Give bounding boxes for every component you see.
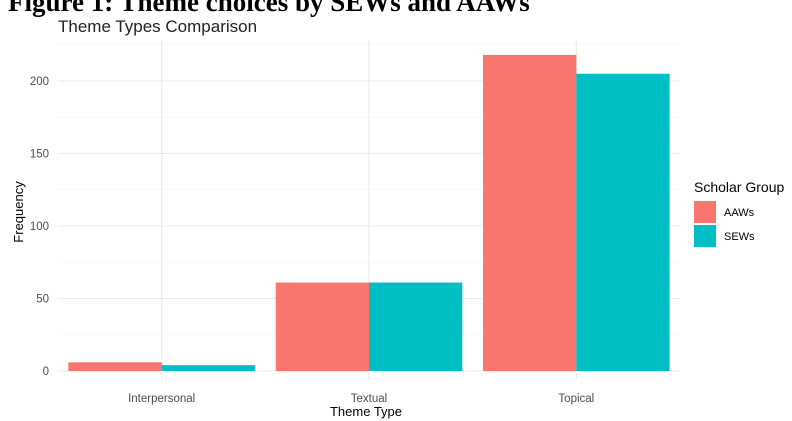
x-tick-label: Interpersonal [128,393,195,405]
legend: Scholar Group AAWs SEWs [694,179,784,247]
legend-label-sews: SEWs [724,231,755,243]
bars [68,54,670,372]
y-axis-title: Frequency [11,181,26,243]
bar-sews-textual [369,282,463,371]
figure-caption: Figure 1: Theme choices by SEWs and AAWs [8,0,530,17]
y-tick-label: 150 [30,149,49,161]
legend-key-aaws [694,201,716,223]
bar-sews-topical [576,73,670,371]
legend-key-sews [694,225,716,247]
x-tick-label: Topical [558,393,594,405]
y-tick-label: 100 [30,221,49,233]
legend-title: Scholar Group [694,179,784,195]
y-tick-label: 0 [43,366,49,378]
x-axis-ticks: Interpersonal Textual Topical [128,393,594,405]
x-tick-label: Textual [351,393,387,405]
y-tick-label: 50 [36,294,49,306]
chart-title: Theme Types Comparison [58,17,258,36]
bar-sews-interpersonal [161,365,255,371]
x-axis-title: Theme Type [330,404,402,419]
y-tick-label: 200 [30,76,49,88]
bar-aaws-textual [275,282,369,371]
bar-aaws-topical [483,54,577,372]
y-axis-ticks: 0 50 100 150 200 [30,76,49,378]
legend-label-aaws: AAWs [724,207,755,219]
bar-aaws-interpersonal [68,362,162,371]
